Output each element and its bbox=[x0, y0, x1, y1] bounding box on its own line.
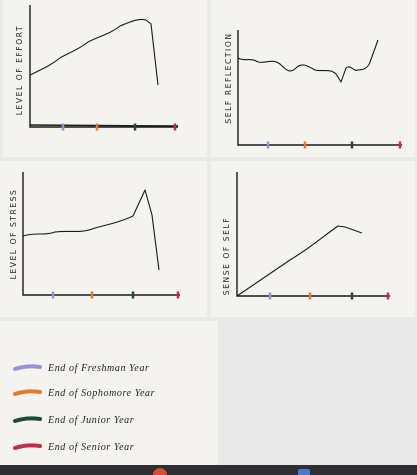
axes bbox=[29, 5, 178, 128]
y-axis-label: SELF REFLECTION bbox=[224, 32, 233, 123]
taskbar bbox=[0, 465, 417, 475]
card bbox=[211, 161, 415, 317]
axis-thick bbox=[29, 124, 179, 127]
legend-swatch bbox=[13, 416, 42, 423]
curve bbox=[236, 225, 363, 297]
axes bbox=[237, 30, 402, 146]
taskbar-icon bbox=[153, 468, 167, 475]
curve bbox=[237, 39, 379, 83]
legend-label: End of Senior Year bbox=[47, 442, 134, 453]
curve bbox=[29, 18, 159, 86]
legend-swatch bbox=[13, 389, 42, 396]
legend-swatch bbox=[13, 443, 42, 450]
axes bbox=[22, 172, 180, 296]
card bbox=[211, 0, 415, 157]
legend-swatch bbox=[13, 364, 42, 371]
legend-label: End of Sophomore Year bbox=[47, 388, 155, 399]
curve bbox=[22, 189, 160, 271]
taskbar-icon bbox=[298, 469, 310, 475]
legend-label: End of Freshman Year bbox=[47, 363, 150, 374]
y-axis-label: LEVEL OF STRESS bbox=[9, 189, 18, 280]
card bbox=[3, 0, 207, 157]
legend-label: End of Junior Year bbox=[47, 415, 134, 426]
card bbox=[0, 161, 207, 317]
y-axis-label: SENSE OF SELF bbox=[222, 217, 231, 295]
y-axis-label: LEVEL OF EFFORT bbox=[15, 25, 24, 115]
